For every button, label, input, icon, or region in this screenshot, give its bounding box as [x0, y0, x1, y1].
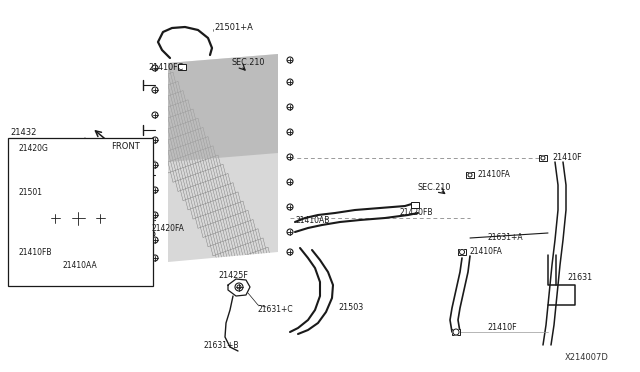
Circle shape	[152, 87, 158, 93]
Bar	[458, 249, 466, 255]
Circle shape	[287, 179, 293, 185]
Text: 21410FA: 21410FA	[478, 170, 511, 179]
Circle shape	[460, 250, 465, 254]
Text: 21410FB: 21410FB	[18, 247, 51, 257]
Text: 21631+B: 21631+B	[203, 340, 239, 350]
Bar	[8, 138, 153, 286]
Bar	[178, 64, 186, 70]
Text: 21410FA: 21410FA	[470, 247, 503, 256]
Text: 21410F: 21410F	[552, 153, 582, 161]
Circle shape	[149, 231, 155, 237]
Circle shape	[287, 129, 293, 135]
Circle shape	[287, 154, 293, 160]
Circle shape	[54, 260, 61, 266]
Circle shape	[152, 65, 158, 71]
Circle shape	[152, 137, 158, 143]
Text: 21503: 21503	[338, 304, 364, 312]
Bar	[539, 155, 547, 161]
Text: 21631+C: 21631+C	[258, 305, 294, 314]
Circle shape	[152, 237, 158, 243]
Text: 21410F: 21410F	[487, 324, 516, 333]
Text: SEC.210: SEC.210	[232, 58, 266, 67]
Text: 21420G: 21420G	[18, 144, 48, 153]
Text: 21631: 21631	[567, 273, 592, 282]
Circle shape	[152, 255, 158, 261]
Circle shape	[152, 162, 158, 168]
Bar	[411, 202, 419, 208]
Circle shape	[287, 104, 293, 110]
Circle shape	[235, 283, 243, 291]
Bar	[466, 172, 474, 178]
Text: 21501+A: 21501+A	[214, 22, 253, 32]
Text: 21420FA: 21420FA	[152, 224, 185, 232]
Circle shape	[287, 229, 293, 235]
Text: 21410AA: 21410AA	[62, 260, 97, 269]
Text: FRONT: FRONT	[111, 141, 140, 151]
Circle shape	[453, 329, 459, 335]
Circle shape	[287, 249, 293, 255]
Circle shape	[237, 285, 241, 289]
Text: SEC.210: SEC.210	[418, 183, 451, 192]
Circle shape	[287, 57, 293, 63]
Text: 21425F: 21425F	[218, 270, 248, 279]
Circle shape	[152, 187, 158, 193]
Circle shape	[468, 173, 472, 177]
Circle shape	[152, 112, 158, 118]
Circle shape	[287, 204, 293, 210]
Polygon shape	[168, 54, 278, 262]
Polygon shape	[168, 54, 278, 162]
Circle shape	[50, 213, 60, 223]
Circle shape	[287, 79, 293, 85]
Circle shape	[152, 212, 158, 218]
Text: 21410FC: 21410FC	[148, 62, 183, 71]
Circle shape	[541, 156, 545, 160]
Bar	[452, 329, 460, 335]
Text: 21631+A: 21631+A	[488, 232, 524, 241]
Text: 21432: 21432	[10, 128, 36, 137]
Text: 21420FB: 21420FB	[400, 208, 433, 217]
Circle shape	[95, 213, 105, 223]
Text: X214007D: X214007D	[565, 353, 609, 362]
Text: 21410AB: 21410AB	[296, 215, 330, 224]
Circle shape	[74, 214, 82, 222]
Circle shape	[71, 211, 85, 225]
Text: 21501: 21501	[18, 187, 42, 196]
